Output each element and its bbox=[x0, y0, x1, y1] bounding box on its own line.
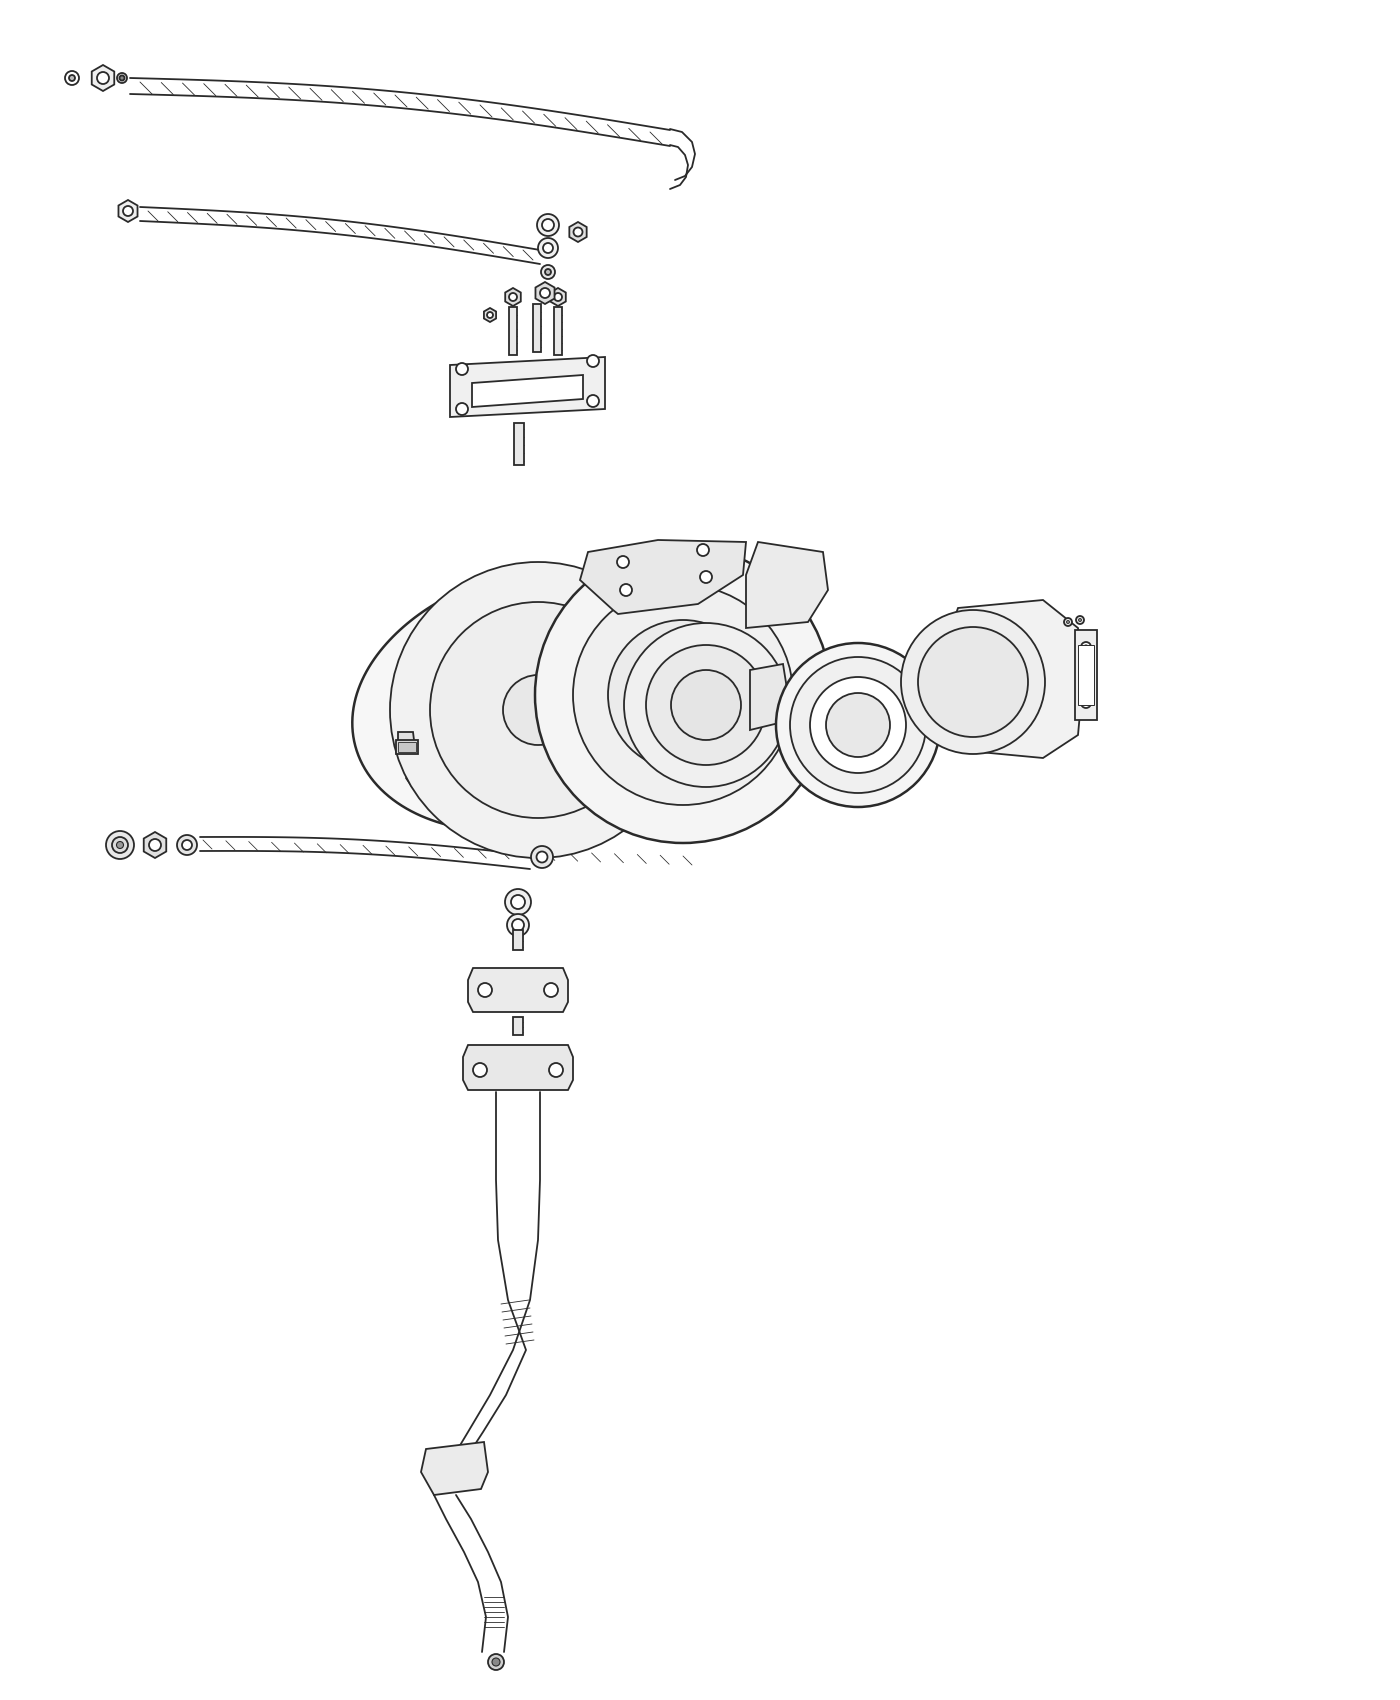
Polygon shape bbox=[505, 287, 521, 306]
Circle shape bbox=[148, 840, 161, 852]
Circle shape bbox=[531, 847, 553, 869]
Bar bbox=[512, 1017, 524, 1035]
Circle shape bbox=[505, 889, 531, 915]
Polygon shape bbox=[421, 1442, 489, 1494]
Polygon shape bbox=[119, 201, 137, 223]
Bar bbox=[533, 304, 540, 352]
Circle shape bbox=[507, 915, 529, 937]
Circle shape bbox=[902, 610, 1044, 755]
Circle shape bbox=[543, 243, 553, 253]
Circle shape bbox=[391, 563, 686, 858]
Polygon shape bbox=[550, 287, 566, 306]
Bar bbox=[554, 308, 561, 355]
Circle shape bbox=[826, 694, 890, 756]
Circle shape bbox=[1084, 700, 1088, 706]
Polygon shape bbox=[463, 1046, 573, 1090]
Circle shape bbox=[811, 677, 906, 774]
Circle shape bbox=[182, 840, 192, 850]
Circle shape bbox=[118, 73, 127, 83]
Circle shape bbox=[487, 313, 493, 318]
Polygon shape bbox=[353, 575, 724, 833]
Circle shape bbox=[430, 602, 645, 818]
Polygon shape bbox=[750, 665, 788, 729]
Circle shape bbox=[477, 983, 491, 996]
Polygon shape bbox=[472, 376, 582, 406]
Polygon shape bbox=[92, 65, 115, 92]
Circle shape bbox=[574, 228, 582, 236]
Bar bbox=[396, 740, 419, 755]
Circle shape bbox=[1067, 620, 1070, 624]
Circle shape bbox=[112, 836, 127, 853]
Bar bbox=[1078, 644, 1093, 705]
Polygon shape bbox=[468, 967, 568, 1012]
Polygon shape bbox=[570, 223, 587, 241]
Bar bbox=[514, 423, 524, 466]
Circle shape bbox=[1064, 619, 1072, 626]
Bar bbox=[512, 930, 524, 950]
Circle shape bbox=[106, 831, 134, 858]
Circle shape bbox=[1081, 699, 1091, 707]
Circle shape bbox=[620, 585, 631, 597]
Polygon shape bbox=[398, 733, 414, 750]
Circle shape bbox=[540, 265, 554, 279]
Circle shape bbox=[456, 403, 468, 415]
Circle shape bbox=[573, 585, 792, 806]
Circle shape bbox=[700, 571, 713, 583]
Polygon shape bbox=[484, 308, 496, 321]
Circle shape bbox=[1077, 615, 1084, 624]
Circle shape bbox=[491, 1658, 500, 1666]
Circle shape bbox=[473, 1062, 487, 1078]
Bar bbox=[398, 741, 416, 751]
Circle shape bbox=[545, 269, 552, 275]
Circle shape bbox=[123, 206, 133, 216]
Circle shape bbox=[671, 670, 741, 740]
Circle shape bbox=[503, 675, 573, 745]
Circle shape bbox=[1078, 619, 1081, 622]
Bar bbox=[510, 308, 517, 355]
Circle shape bbox=[510, 292, 517, 301]
Circle shape bbox=[554, 292, 561, 301]
Circle shape bbox=[511, 894, 525, 910]
Circle shape bbox=[542, 219, 554, 231]
Circle shape bbox=[489, 1654, 504, 1669]
Circle shape bbox=[64, 71, 78, 85]
Polygon shape bbox=[580, 541, 746, 614]
Circle shape bbox=[540, 287, 550, 298]
Polygon shape bbox=[535, 282, 554, 304]
Circle shape bbox=[538, 214, 559, 236]
Circle shape bbox=[545, 983, 559, 996]
Circle shape bbox=[116, 842, 123, 848]
Polygon shape bbox=[939, 600, 1084, 758]
Circle shape bbox=[535, 547, 832, 843]
Circle shape bbox=[69, 75, 76, 82]
Circle shape bbox=[617, 556, 629, 568]
Circle shape bbox=[790, 656, 925, 792]
Circle shape bbox=[587, 355, 599, 367]
Circle shape bbox=[624, 622, 788, 787]
Circle shape bbox=[587, 394, 599, 406]
Bar bbox=[1075, 631, 1098, 721]
Circle shape bbox=[512, 920, 524, 932]
Circle shape bbox=[776, 643, 939, 808]
Circle shape bbox=[176, 835, 197, 855]
Circle shape bbox=[97, 71, 109, 83]
Circle shape bbox=[1081, 643, 1091, 653]
Circle shape bbox=[918, 627, 1028, 738]
Circle shape bbox=[645, 644, 766, 765]
Polygon shape bbox=[144, 831, 167, 858]
Polygon shape bbox=[746, 542, 827, 627]
Polygon shape bbox=[538, 602, 760, 802]
Circle shape bbox=[549, 1062, 563, 1078]
Circle shape bbox=[697, 544, 708, 556]
Circle shape bbox=[1084, 644, 1088, 649]
Circle shape bbox=[456, 364, 468, 376]
Circle shape bbox=[538, 238, 559, 258]
Circle shape bbox=[608, 620, 757, 770]
Polygon shape bbox=[449, 357, 605, 416]
Circle shape bbox=[536, 852, 547, 862]
Circle shape bbox=[119, 75, 125, 80]
